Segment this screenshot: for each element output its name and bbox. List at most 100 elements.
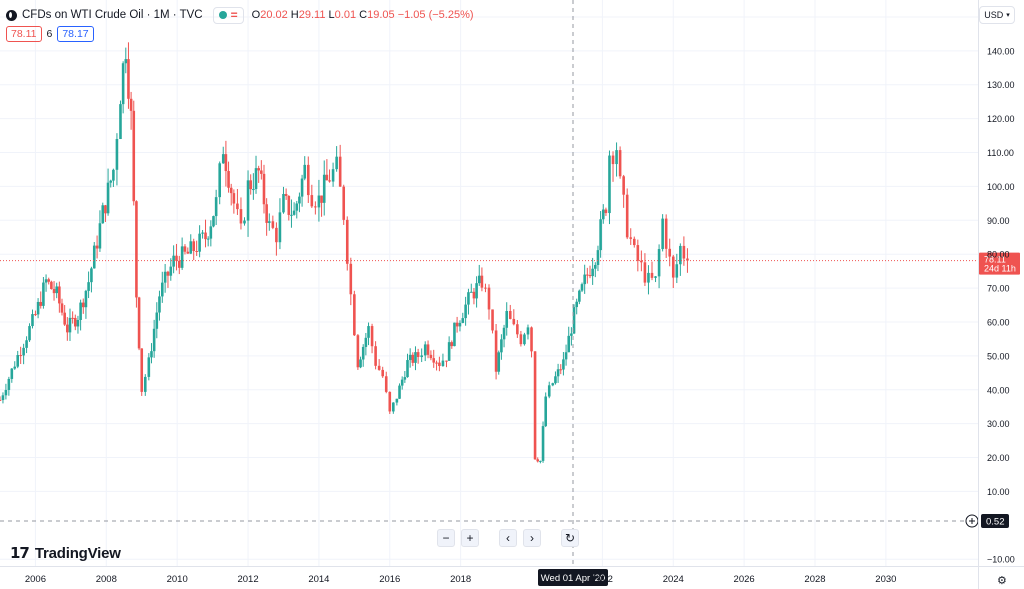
candle-body bbox=[180, 246, 184, 268]
open-label: O bbox=[251, 9, 261, 21]
candle-body bbox=[175, 255, 178, 261]
grid bbox=[0, 0, 978, 566]
candle-body bbox=[591, 268, 594, 277]
candle-body bbox=[129, 98, 133, 111]
candle-body bbox=[317, 195, 321, 208]
x-tick-label: 2008 bbox=[96, 574, 117, 585]
candle-body bbox=[106, 182, 110, 214]
tradingview-mark-icon: 17 bbox=[10, 544, 30, 562]
candle-body bbox=[81, 302, 85, 308]
y-tick-label: 50.00 bbox=[987, 351, 1010, 361]
candle-body bbox=[152, 328, 156, 352]
candle-body bbox=[147, 357, 151, 377]
y-tick-label: 90.00 bbox=[987, 216, 1010, 226]
gear-icon[interactable]: ⚙ bbox=[997, 575, 1007, 587]
candle-body bbox=[260, 170, 263, 174]
candle-body bbox=[403, 377, 407, 380]
candle-body bbox=[554, 376, 557, 384]
candle-body bbox=[502, 327, 506, 340]
candle-body bbox=[536, 459, 540, 462]
y-tick-label: 20.00 bbox=[987, 453, 1010, 463]
buy-price-button[interactable]: 78.17 bbox=[57, 26, 94, 42]
candle-body bbox=[686, 258, 689, 261]
candle-body bbox=[361, 346, 365, 360]
x-tick-label: 2018 bbox=[450, 574, 471, 585]
candle-body bbox=[519, 334, 523, 345]
candle-body bbox=[221, 154, 225, 164]
candle-body bbox=[243, 220, 246, 224]
candle-body bbox=[491, 309, 494, 331]
candle-body bbox=[636, 245, 640, 261]
candle-body bbox=[28, 326, 31, 341]
scroll-left-button[interactable]: ‹ bbox=[499, 529, 517, 547]
candle-body bbox=[331, 169, 335, 182]
symbol-title[interactable]: CFDs on WTI Crude Oil · 1M · TVC bbox=[22, 9, 203, 21]
last-price-value: 78.11 bbox=[984, 255, 1006, 265]
candle-body bbox=[325, 174, 329, 181]
candle-body bbox=[570, 333, 573, 336]
candle-body bbox=[58, 286, 61, 304]
candle-body bbox=[10, 368, 14, 379]
scroll-right-button[interactable]: › bbox=[523, 529, 541, 547]
sell-price-button[interactable]: 78.11 bbox=[6, 26, 42, 42]
candle-body bbox=[480, 275, 484, 288]
reset-chart-button[interactable]: ↻ bbox=[561, 529, 579, 547]
open-value: 20.02 bbox=[260, 9, 288, 21]
candle-body bbox=[615, 150, 618, 165]
market-status-box[interactable]: = bbox=[212, 6, 244, 24]
candle-body bbox=[239, 209, 243, 224]
candle-body bbox=[575, 301, 579, 308]
candle-body bbox=[562, 359, 565, 370]
candle-body bbox=[44, 279, 48, 283]
candle-body bbox=[166, 271, 170, 276]
candle-body bbox=[559, 369, 563, 371]
symbol-legend[interactable]: CFDs on WTI Crude Oil · 1M · TVC = O20.0… bbox=[6, 6, 474, 24]
candle-body bbox=[533, 351, 537, 460]
candle-body bbox=[209, 226, 213, 239]
candle-body bbox=[622, 176, 625, 195]
candle-body bbox=[629, 237, 633, 239]
candle-body bbox=[150, 351, 153, 358]
candle-body bbox=[608, 155, 611, 214]
axis-labels: 150.00140.00130.00120.00110.00100.0090.0… bbox=[25, 12, 1015, 585]
plus-circle-icon[interactable] bbox=[965, 514, 979, 528]
candle-body bbox=[441, 360, 445, 367]
zoom-in-button[interactable]: + bbox=[461, 529, 479, 547]
candle-body bbox=[232, 193, 236, 204]
y-tick-label: 130.00 bbox=[987, 80, 1015, 90]
candle-body bbox=[246, 180, 250, 221]
candle-body bbox=[487, 287, 491, 310]
candle-body bbox=[183, 246, 187, 252]
candle-body bbox=[265, 204, 268, 223]
candle-body bbox=[453, 322, 456, 347]
candle-body bbox=[160, 282, 164, 297]
candle-body bbox=[477, 275, 481, 284]
tradingview-logo[interactable]: 17 TradingView bbox=[10, 544, 121, 562]
zoom-out-button[interactable]: − bbox=[437, 529, 455, 547]
candle-body bbox=[212, 216, 215, 227]
x-tick-label: 2006 bbox=[25, 574, 46, 585]
candle-body bbox=[295, 203, 299, 211]
y-tick-label: 80.00 bbox=[987, 250, 1010, 260]
candle-body bbox=[163, 271, 167, 283]
candle-body bbox=[400, 379, 404, 386]
candle-body bbox=[1, 395, 5, 401]
candle-body bbox=[654, 276, 657, 278]
crosshair-time-label: Wed 01 Apr '20 bbox=[541, 573, 606, 584]
candle-body bbox=[254, 168, 258, 190]
candle-body bbox=[432, 358, 436, 363]
candle-body bbox=[178, 260, 181, 268]
candle-body bbox=[16, 355, 20, 367]
candle-body bbox=[472, 291, 476, 299]
y-tick-label: 140.00 bbox=[987, 46, 1015, 56]
candle-body bbox=[467, 292, 470, 305]
currency-button[interactable]: USD ▾ bbox=[979, 6, 1015, 24]
candle-body bbox=[109, 180, 113, 183]
candle-body bbox=[414, 352, 417, 363]
candle-body bbox=[252, 189, 255, 191]
candle-body bbox=[84, 290, 88, 308]
candle-body bbox=[512, 318, 516, 325]
candle-body bbox=[500, 339, 503, 353]
